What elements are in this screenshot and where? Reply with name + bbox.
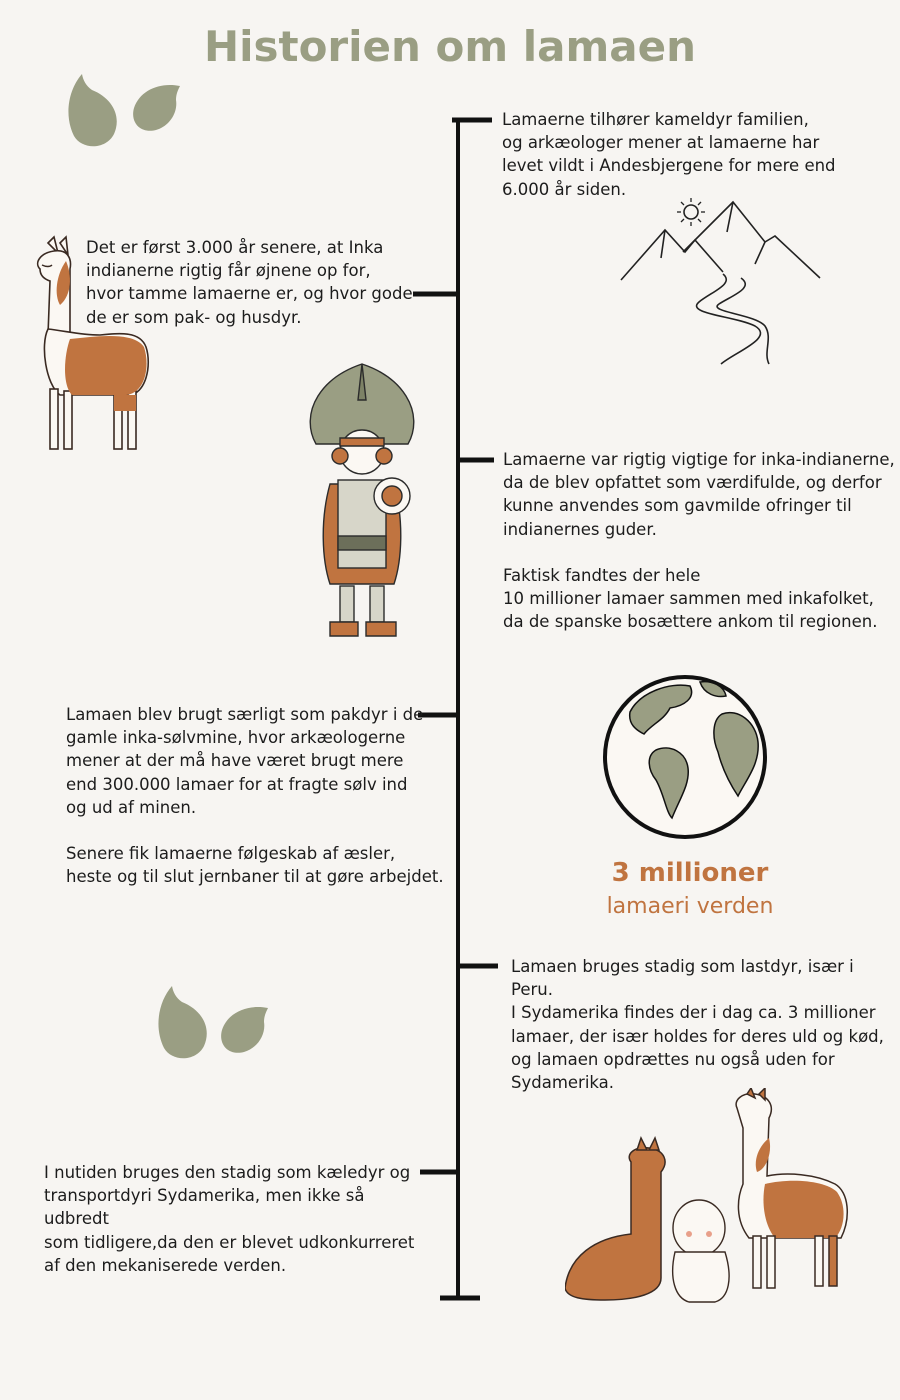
inca-warrior-icon xyxy=(309,363,415,637)
stat-value: 3 millioner xyxy=(611,858,769,888)
entry-text-1: Lamaerne tilhører kameldyr familien, og … xyxy=(502,110,836,199)
stat-label: lamaeri verden xyxy=(606,894,774,919)
entry-text-3: Lamaerne var rigtig vigtige for inka-ind… xyxy=(503,450,895,632)
llama-icon xyxy=(36,235,150,450)
page-title: Historien om lamaen xyxy=(203,22,697,71)
entry-text-4: Lamaen blev brugt særligt som pakdyr i d… xyxy=(66,705,444,887)
mountains-icon xyxy=(620,198,821,365)
entry-text-5: Lamaen bruges stadig som lastdyr, især i… xyxy=(511,957,884,1093)
globe-icon xyxy=(603,675,767,839)
leaf-icon xyxy=(158,986,268,1059)
leaf-icon xyxy=(68,74,180,147)
entry-text-6: I nutiden bruges den stadig som kæledyr … xyxy=(44,1163,415,1275)
llamas-and-child-icon xyxy=(565,1088,848,1303)
entry-text-2: Det er først 3.000 år senere, at Inka in… xyxy=(86,238,413,327)
